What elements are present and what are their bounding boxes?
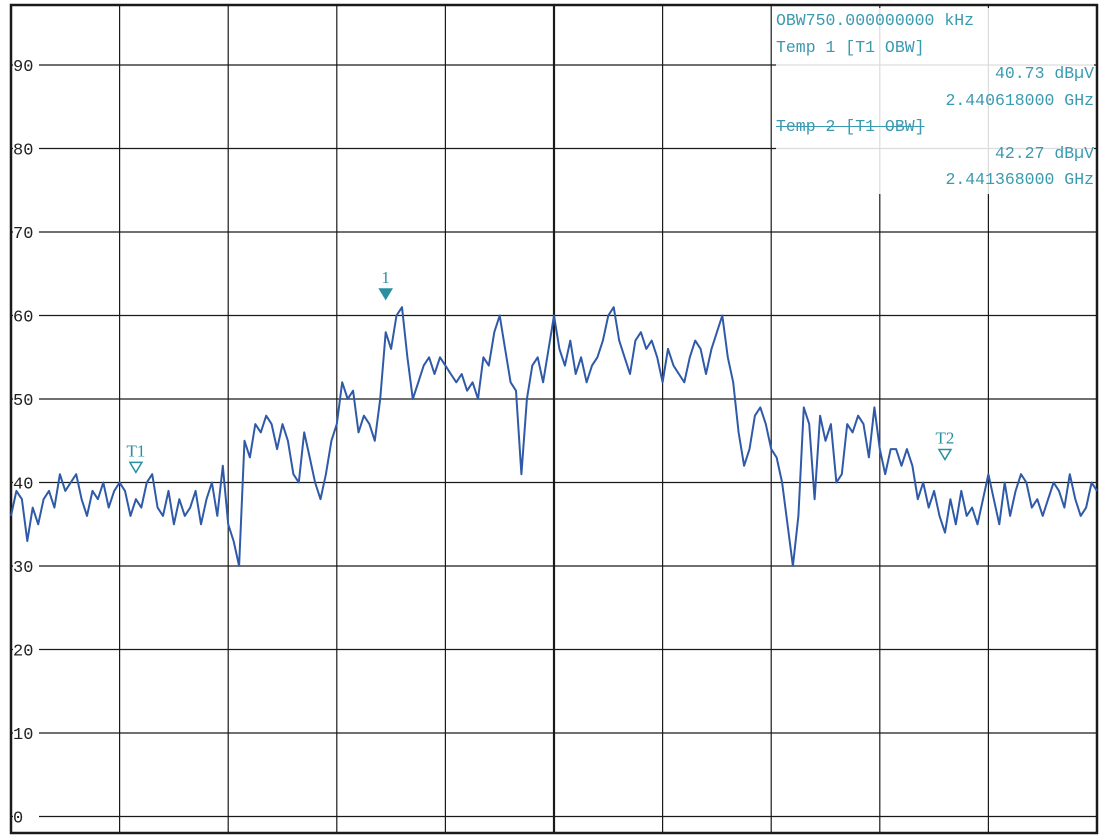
y-tick-label: 10	[13, 726, 33, 745]
tick-label-bg	[13, 806, 39, 827]
tick-label-bg	[13, 305, 39, 326]
temp1-header: Temp 1 [T1 OBW]	[776, 37, 925, 57]
marker-t1-triangle	[128, 461, 144, 474]
tick-label-bg	[13, 55, 39, 75]
temp1-level: 40.73 dBµV	[994, 64, 1094, 83]
tick-label-bg	[13, 222, 39, 242]
temp2-level: 42.27 dBµV	[994, 143, 1094, 163]
temp2-frequency: 2.441368000 GHz	[945, 170, 1094, 189]
tick-label-bg	[13, 138, 39, 159]
y-tick-label: 30	[13, 559, 33, 578]
y-tick-label: 80	[13, 142, 33, 161]
y-tick-label: 0	[13, 810, 23, 829]
y-tick-label: 20	[13, 643, 33, 662]
marker-readout-panel: OBW750.000000000 kHz Temp 1 [T1 OBW] 40.…	[776, 8, 1094, 194]
y-tick-label: 70	[13, 225, 33, 244]
obw-readout: OBW750.000000000 kHz	[776, 11, 975, 30]
marker-layer: T1 1 T2	[126, 268, 955, 474]
spectrum-trace	[10, 306, 1098, 567]
y-tick-label: 50	[13, 392, 33, 411]
marker-1-label: 1	[381, 268, 390, 287]
y-tick-label: 60	[13, 309, 33, 328]
marker-1-triangle	[378, 288, 393, 301]
tick-label-bg	[13, 472, 39, 493]
y-tick-labels: 90 80 70 60 50 40 30 20 10 0	[13, 55, 39, 829]
marker-t2-label: T2	[936, 429, 955, 448]
temp2-header: Temp 2 [T1 OBW]	[776, 117, 925, 136]
tick-label-bg	[13, 723, 39, 743]
tick-label-bg	[13, 389, 39, 409]
tick-label-bg	[13, 639, 39, 660]
tick-label-bg	[13, 556, 39, 576]
marker-t1-label: T1	[126, 441, 145, 460]
temp1-frequency: 2.440618000 GHz	[945, 90, 1094, 110]
marker-t2-triangle	[937, 448, 953, 462]
horizontal-grid	[11, 64, 1097, 818]
y-tick-label: 90	[13, 58, 33, 77]
y-tick-label: 40	[13, 476, 33, 495]
